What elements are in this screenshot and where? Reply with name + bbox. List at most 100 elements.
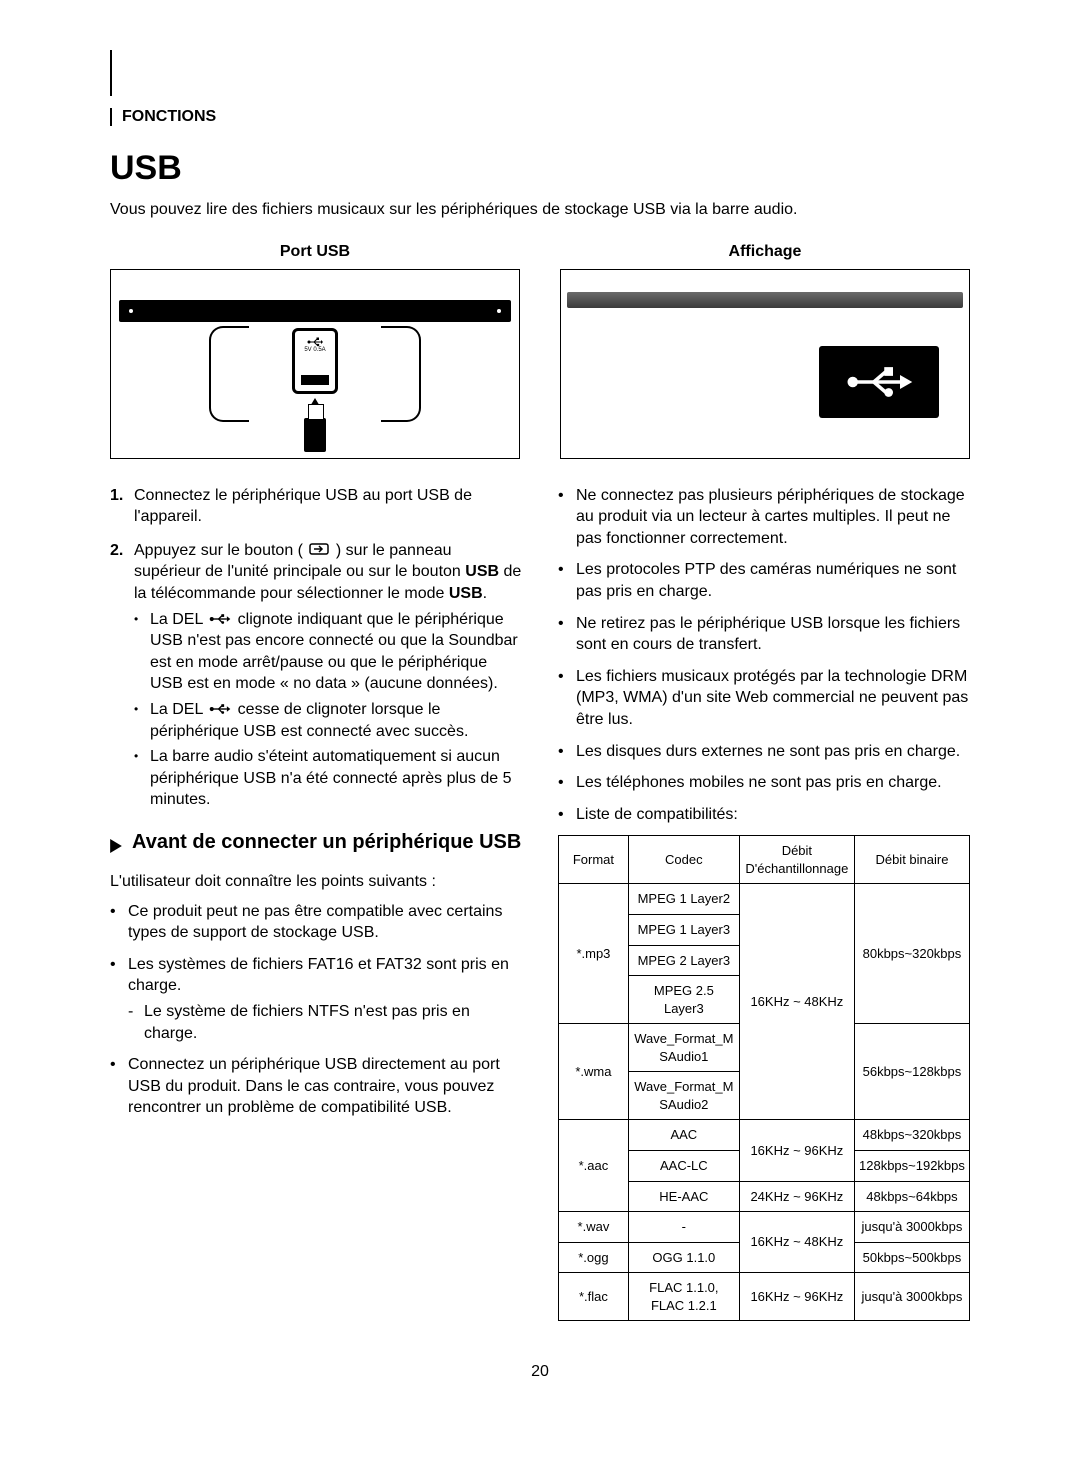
soundbar-top-icon [119,300,511,322]
right-r7: Liste de compatibilités: [558,804,970,826]
left-b2-sub: Le système de fichiers NTFS n'est pas pr… [128,1001,522,1044]
figure-port-label: Port USB [110,241,520,263]
content-columns: Connectez le périphérique USB au port US… [110,485,970,1322]
left-b3-text: Connectez un périphérique USB directemen… [128,1056,500,1116]
cell-wav: *.wav [559,1212,629,1243]
step-2: Appuyez sur le bouton ( ) sur le panneau… [110,540,522,811]
cell-mp3: *.mp3 [559,884,629,1024]
right-bullet-list: Ne connectez pas plusieurs périphériques… [558,485,970,826]
subhead-arrow-icon [110,834,122,861]
cell: 56kbps~128kbps [854,1024,969,1120]
right-column: Ne connectez pas plusieurs périphériques… [558,485,970,1322]
r7-text: Liste de compatibilités: [576,806,738,823]
cell: MPEG 1 Layer2 [628,884,739,915]
th-bitrate: Débit binaire [854,836,969,884]
figure-display-label: Affichage [560,241,970,263]
display-panel [819,346,939,418]
th-sample: Débit D'échantillonnage [739,836,854,884]
intro-text: Vous pouvez lire des fichiers musicaux s… [110,199,970,221]
usb-mini-icon [307,337,323,347]
usb-stick-icon [304,418,326,452]
cell: Wave_Format_MSAudio2 [628,1072,739,1120]
cell: 48kbps~320kbps [854,1120,969,1151]
figure-row: Port USB 5V 0.5A [110,241,970,459]
led2-a: La DEL [150,701,207,718]
cell-aac: *.aac [559,1120,629,1212]
cell: jusqu'à 3000kbps [854,1273,969,1321]
table-row: *.wav - 16KHz ~ 48KHz jusqu'à 3000kbps [559,1212,970,1243]
step-1-text: Connectez le périphérique USB au port US… [134,487,472,526]
left-b1: Ce produit peut ne pas être compatible a… [110,901,522,944]
cell-flac: *.flac [559,1273,629,1321]
right-r5: Les disques durs externes ne sont pas pr… [558,741,970,763]
figure-port-usb: Port USB 5V 0.5A [110,241,520,459]
cell-wma: *.wma [559,1024,629,1120]
table-row: *.aac AAC 16KHz ~ 96KHz 48kbps~320kbps [559,1120,970,1151]
left-b2-text: Les systèmes de fichiers FAT16 et FAT32 … [128,956,509,995]
step-1: Connectez le périphérique USB au port US… [110,485,522,528]
right-r2: Les protocoles PTP des caméras numérique… [558,559,970,602]
figure-port-box: 5V 0.5A [110,269,520,459]
cell: MPEG 2.5 Layer3 [628,976,739,1024]
auto-off-note: La barre audio s'éteint automatiquement … [134,746,522,811]
left-b3: Connectez un périphérique USB directemen… [110,1054,522,1119]
right-r1: Ne connectez pas plusieurs périphériques… [558,485,970,550]
table-row: *.mp3 MPEG 1 Layer2 16KHz ~ 48KHz 80kbps… [559,884,970,915]
r6-text: Les téléphones mobiles ne sont pas pris … [576,774,942,791]
left-b2-sub1-text: Le système de fichiers NTFS n'est pas pr… [144,1003,470,1042]
section-label-row: FONCTIONS [110,106,970,128]
cell: MPEG 1 Layer3 [628,915,739,946]
left-b2: Les systèmes de fichiers FAT16 et FAT32 … [110,954,522,1044]
steps-list: Connectez le périphérique USB au port US… [110,485,522,811]
figure-display-box [560,269,970,459]
cell: jusqu'à 3000kbps [854,1212,969,1243]
cell: AAC-LC [628,1150,739,1181]
r5-text: Les disques durs externes ne sont pas pr… [576,743,960,760]
cell: 48kbps~64kbps [854,1181,969,1212]
left-b2-sub1: Le système de fichiers NTFS n'est pas pr… [128,1001,522,1044]
zoom-bracket-left [209,326,249,422]
subheading: Avant de connecter un périphérique USB [110,829,522,861]
r4-text: Les fichiers musicaux protégés par la te… [576,668,968,728]
usb-port-small-label: 5V 0.5A [304,347,325,353]
th-format: Format [559,836,629,884]
step-2-d: . [483,585,487,602]
cell: AAC [628,1120,739,1151]
cell: 16KHz ~ 48KHz [739,884,854,1120]
cell: Wave_Format_MSAudio1 [628,1024,739,1072]
cell: HE-AAC [628,1181,739,1212]
table-row: *.flac FLAC 1.1.0, FLAC 1.2.1 16KHz ~ 96… [559,1273,970,1321]
cell: - [628,1212,739,1243]
usb-port-icon: 5V 0.5A [292,328,338,394]
cell: 24KHz ~ 96KHz [739,1181,854,1212]
step-2-usb2: USB [449,585,483,602]
th-codec: Codec [628,836,739,884]
led1-a: La DEL [150,611,207,628]
pre-note: L'utilisateur doit connaître les points … [110,871,522,893]
section-bar [110,108,112,126]
cell: 16KHz ~ 48KHz [739,1212,854,1273]
auto-off-text: La barre audio s'éteint automatiquement … [150,748,512,808]
left-b1-text: Ce produit peut ne pas être compatible a… [128,903,502,942]
usb-port-glyph: 5V 0.5A [295,337,335,353]
step-2-a: Appuyez sur le bouton ( [134,542,303,559]
subhead-text: Avant de connecter un périphérique USB [132,829,521,856]
header-rule [110,50,970,96]
r1-text: Ne connectez pas plusieurs périphériques… [576,487,965,547]
usb-symbol-icon [844,362,914,402]
section-label: FONCTIONS [122,106,216,128]
left-column: Connectez le périphérique USB au port US… [110,485,522,1322]
compatibility-table: Format Codec Débit D'échantillonnage Déb… [558,835,970,1321]
page-number: 20 [110,1361,970,1383]
right-r4: Les fichiers musicaux protégés par la te… [558,666,970,731]
right-r6: Les téléphones mobiles ne sont pas pris … [558,772,970,794]
page-title: USB [110,146,970,192]
source-button-icon [309,540,329,562]
cell: 16KHz ~ 96KHz [739,1120,854,1181]
left-bullet-list: Ce produit peut ne pas être compatible a… [110,901,522,1119]
step-2-usb: USB [465,563,499,580]
zoom-bracket-right [381,326,421,422]
led-note-1: La DEL clignote indiquant que le périphé… [134,609,522,695]
led-note-2: La DEL cesse de clignoter lorsque le pér… [134,699,522,742]
table-header-row: Format Codec Débit D'échantillonnage Déb… [559,836,970,884]
